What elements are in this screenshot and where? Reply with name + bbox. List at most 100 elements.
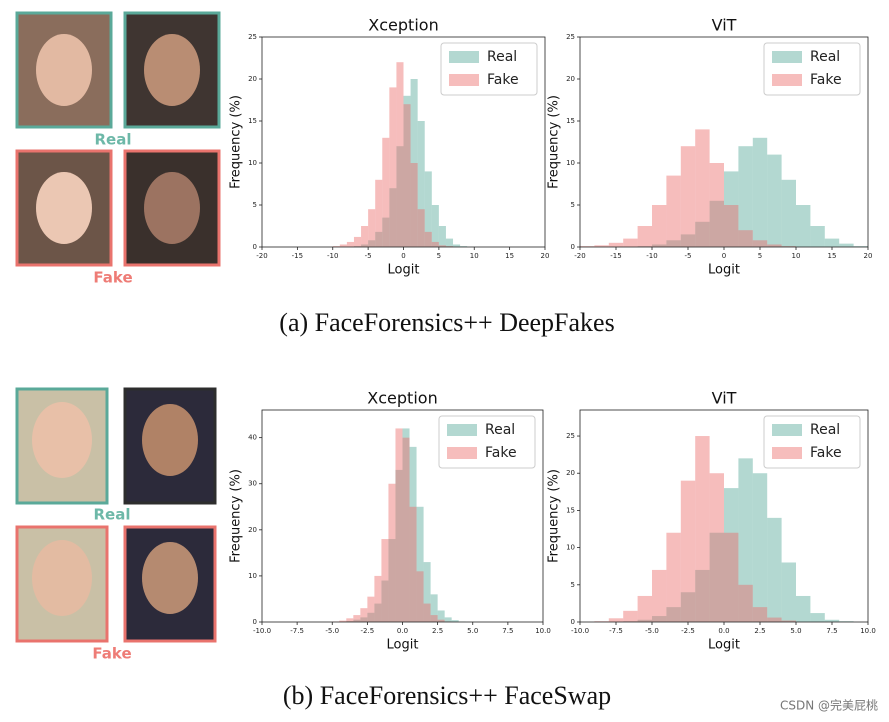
legend-box [763, 415, 861, 469]
histogram-bar [382, 137, 390, 247]
histogram-bar [680, 146, 696, 247]
histogram-bar [339, 620, 347, 622]
histogram-bar [403, 104, 411, 247]
legend-swatch [449, 51, 479, 63]
y-tick-label: 10 [566, 544, 575, 552]
caption: (a) FaceForensics++ DeepFakes [279, 308, 614, 337]
histogram-bar [375, 179, 383, 247]
fake-label: Fake [93, 269, 132, 287]
histogram-bar [680, 480, 696, 622]
legend-swatch [772, 74, 802, 86]
histogram-bar [767, 517, 782, 622]
histogram-bar [353, 615, 361, 622]
histogram-bar [367, 612, 375, 622]
x-tick-label: -2.5 [361, 627, 375, 635]
legend-label: Fake [810, 72, 842, 88]
y-tick-label: 25 [248, 33, 257, 41]
histogram-bar [608, 618, 624, 622]
histogram-bar [853, 246, 868, 247]
face-images-b [15, 387, 217, 643]
y-tick-label: 25 [566, 33, 575, 41]
histogram-bar [424, 231, 432, 247]
histogram-bar [767, 244, 782, 247]
histogram-bar [738, 584, 753, 622]
histogram-bar [389, 188, 397, 247]
histogram-bar [695, 129, 710, 247]
x-tick-label: 15 [828, 252, 837, 260]
x-tick-label: 20 [541, 252, 550, 260]
x-tick-label: -5 [365, 252, 372, 260]
y-tick-label: 25 [566, 432, 575, 440]
histogram-bar [389, 87, 397, 248]
x-tick-label: -15 [610, 252, 621, 260]
x-axis-label: Logit [388, 263, 420, 278]
histogram-bar [637, 246, 652, 247]
histogram-bar [430, 615, 438, 622]
watermark: CSDN @完美屁桃 [780, 698, 878, 713]
histogram-bar [695, 569, 710, 622]
histogram-bar [395, 469, 403, 622]
x-tick-label: 10 [792, 252, 801, 260]
x-tick-label: 2.5 [754, 627, 765, 635]
y-tick-label: 30 [248, 480, 257, 488]
histogram-bar [437, 619, 445, 622]
legend-box [438, 415, 536, 469]
histogram-bar [781, 562, 796, 622]
histogram-bar [680, 234, 696, 247]
histogram-bar [594, 245, 609, 247]
histogram-bar [353, 236, 362, 247]
x-tick-label: -5 [685, 252, 692, 260]
histogram-bar [424, 171, 432, 247]
histogram-bar [781, 179, 796, 247]
y-tick-label: 15 [566, 117, 575, 125]
y-tick-label: 5 [571, 201, 575, 209]
histogram-bar [781, 620, 796, 622]
legend-label: Real [810, 49, 840, 65]
histogram-bar [637, 619, 652, 622]
x-axis-label: Logit [708, 263, 740, 278]
histogram-bar [409, 506, 417, 622]
histogram-bar [738, 458, 753, 622]
y-tick-label: 0 [253, 243, 257, 251]
histogram-bar [709, 200, 724, 247]
histogram-bar [423, 603, 431, 622]
histogram-bar [451, 620, 459, 622]
y-tick-label: 0 [253, 618, 257, 626]
y-tick-label: 20 [248, 526, 257, 534]
x-tick-label: 5 [437, 252, 441, 260]
histogram-bar [637, 595, 652, 622]
fake-label: Fake [92, 645, 131, 663]
x-axis-label: Logit [708, 638, 740, 653]
x-tick-label: 5.0 [790, 627, 801, 635]
histogram-bar [580, 246, 595, 247]
y-tick-label: 15 [566, 506, 575, 514]
histogram-bar [460, 246, 468, 247]
y-tick-label: 0 [571, 243, 575, 251]
histogram-bar [438, 245, 446, 247]
x-tick-label: -10.0 [253, 627, 271, 635]
histogram-bar [724, 488, 739, 622]
x-tick-label: -5.0 [645, 627, 659, 635]
histogram-bar [839, 243, 854, 247]
y-tick-label: 10 [566, 159, 575, 167]
x-tick-label: 20 [864, 252, 873, 260]
histogram-bar [709, 163, 724, 247]
x-tick-label: 0 [722, 252, 726, 260]
histogram-bar [445, 238, 454, 247]
histogram-bar [724, 205, 739, 247]
x-tick-label: -5.0 [325, 627, 339, 635]
histogram-bar [445, 246, 454, 247]
histogram-bar [382, 217, 390, 247]
histogram-bar [796, 595, 811, 622]
histogram-bar [709, 532, 724, 622]
y-tick-label: 5 [253, 201, 257, 209]
histogram-bar [824, 619, 840, 622]
histogram-bar [367, 596, 375, 622]
histogram-bar [444, 617, 452, 622]
x-axis-label: Logit [387, 638, 419, 653]
x-tick-label: -10 [327, 252, 338, 260]
x-tick-label: 0.0 [718, 627, 729, 635]
histogram-bar [453, 244, 461, 247]
histogram-bar [724, 171, 739, 247]
